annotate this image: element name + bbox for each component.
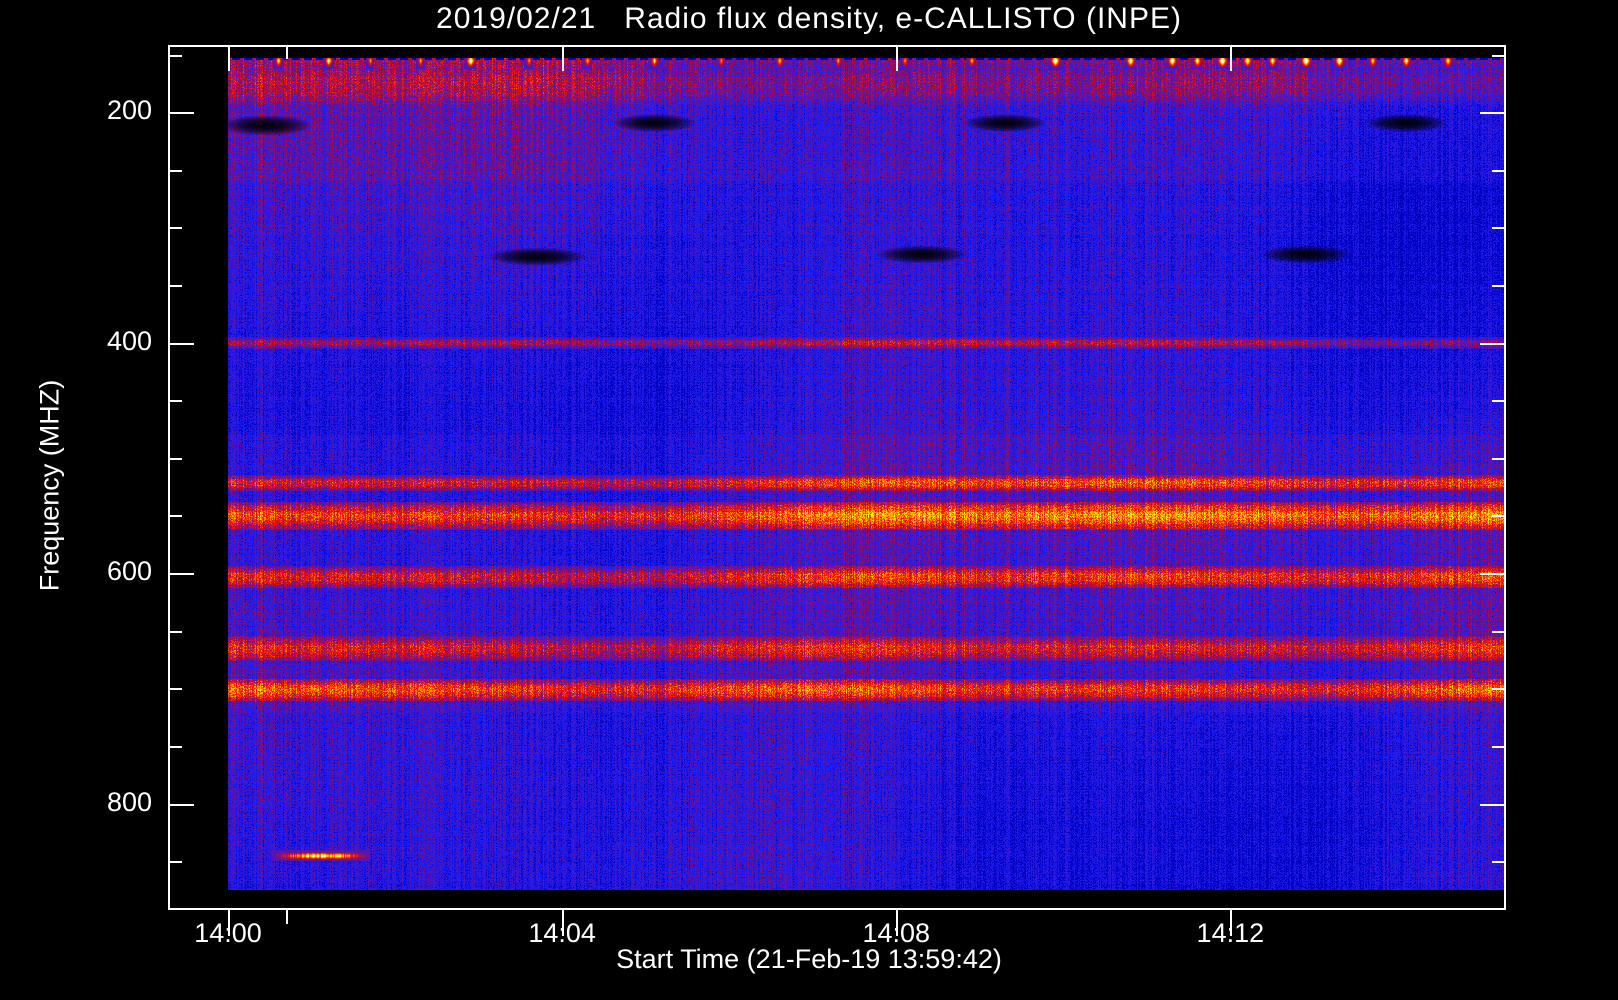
y-axis-title: Frequency (MHZ)	[34, 379, 65, 592]
x-tick-1	[286, 910, 289, 924]
y-tick-750	[168, 745, 182, 748]
x-tick-label-14-00: 14:00	[194, 918, 262, 948]
y-tick-right-700	[1492, 688, 1506, 691]
x-tick-top-major-2	[896, 45, 899, 71]
y-tick-right-300	[1492, 227, 1506, 230]
y-tick-right-250	[1492, 169, 1506, 172]
y-tick-label-200: 200	[106, 95, 152, 126]
plot-axes-frame	[168, 45, 1506, 910]
x-tick-major-2	[896, 910, 899, 936]
y-tick-300	[168, 227, 182, 230]
x-tick-top-major-1	[562, 45, 565, 71]
spectrogram-canvas	[228, 58, 1506, 890]
y-tick-550	[168, 515, 182, 518]
page-title: 2019/02/21 Radio flux density, e-CALLIST…	[436, 2, 1182, 35]
y-tick-right-600	[1480, 573, 1506, 576]
y-tick-600	[168, 573, 194, 576]
y-tick-700	[168, 688, 182, 691]
x-tick-label-14-04: 14:04	[528, 918, 596, 948]
y-tick-right-800	[1480, 803, 1506, 806]
y-tick-650	[168, 630, 182, 633]
x-tick-label-14-08: 14:08	[862, 918, 931, 948]
y-tick-right-750	[1492, 745, 1506, 748]
y-tick-350	[168, 285, 182, 287]
y-tick-label-800: 800	[106, 786, 152, 817]
y-tick-right-150	[1492, 54, 1506, 57]
y-tick-500	[168, 457, 182, 460]
y-tick-label-400: 400	[106, 325, 152, 356]
y-tick-850	[168, 861, 182, 864]
y-tick-right-850	[1492, 861, 1506, 864]
y-tick-right-200	[1480, 112, 1506, 115]
x-tick-top-major-3	[1230, 45, 1233, 71]
x-tick-label-14-12: 14:12	[1196, 918, 1265, 948]
x-tick-major-1	[562, 910, 565, 936]
y-tick-right-650	[1492, 630, 1506, 633]
y-tick-right-450	[1492, 400, 1506, 403]
y-tick-200	[168, 112, 194, 115]
y-tick-150	[168, 54, 182, 57]
y-tick-right-500	[1492, 457, 1506, 460]
x-tick-top-1	[286, 45, 289, 59]
y-tick-right-550	[1492, 515, 1506, 518]
y-tick-label-600: 600	[106, 556, 152, 587]
y-tick-250	[168, 169, 182, 172]
y-tick-450	[168, 400, 182, 403]
y-tick-400	[168, 342, 194, 345]
x-tick-top-major-0	[228, 45, 230, 71]
x-axis-title: Start Time (21-Feb-19 13:59:42)	[616, 944, 1002, 974]
x-tick-major-0	[228, 910, 230, 936]
x-tick-major-3	[1230, 910, 1233, 936]
y-tick-right-400	[1480, 342, 1506, 345]
y-tick-right-350	[1492, 285, 1506, 287]
y-tick-800	[168, 803, 194, 806]
